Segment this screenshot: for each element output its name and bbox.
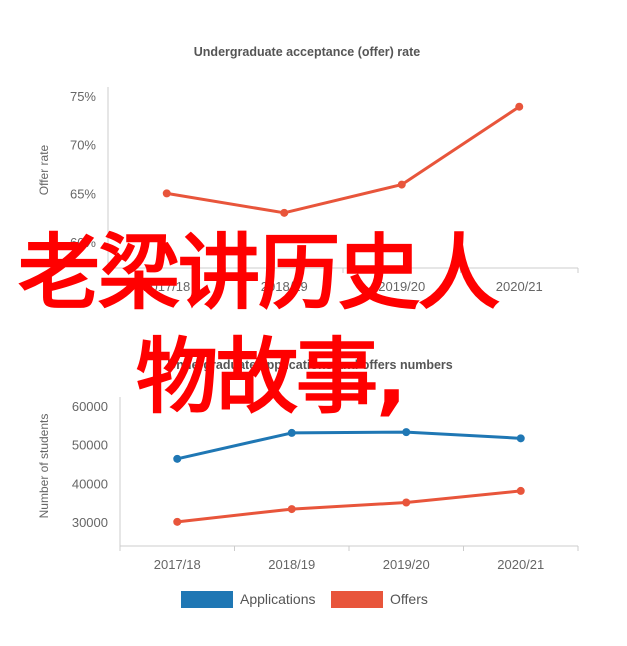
y-axis-label: Number of students <box>37 414 51 519</box>
data-point <box>402 498 411 507</box>
data-point <box>173 454 182 463</box>
x-tick-label: 2020/21 <box>496 279 543 294</box>
x-ticks: 2017/18 2018/19 2019/20 2020/21 <box>143 279 543 294</box>
series-layer <box>162 102 524 217</box>
y-tick-label: 30000 <box>72 515 108 530</box>
legend-swatch <box>181 591 233 608</box>
x-tick-label: 2020/21 <box>497 557 544 572</box>
y-tick-label: 60% <box>70 235 96 250</box>
series-line <box>176 430 521 461</box>
y-tick-label: 40000 <box>72 476 108 491</box>
applications-offers-chart: Undergraduate applications and offers nu… <box>37 358 579 608</box>
series-line <box>177 489 521 524</box>
chart-title: Undergraduate acceptance (offer) rate <box>194 45 421 59</box>
y-tick-label: 50000 <box>72 438 108 453</box>
y-axis-label: Offer rate <box>37 144 51 195</box>
x-tick-label: 2017/18 <box>143 279 190 294</box>
axes <box>107 87 579 273</box>
y-tick-label: 75% <box>70 89 96 104</box>
data-point <box>162 189 171 198</box>
data-point <box>397 180 406 189</box>
legend: Applications Offers <box>181 591 428 608</box>
x-tick-label: 2019/20 <box>383 557 430 572</box>
x-tick-label: 2018/19 <box>268 557 315 572</box>
acceptance-rate-chart: Undergraduate acceptance (offer) rate Of… <box>37 45 579 294</box>
data-point <box>287 428 296 437</box>
x-tick-label: 2019/20 <box>378 279 425 294</box>
series-line <box>166 105 521 215</box>
y-tick-label: 70% <box>70 138 96 153</box>
axes <box>119 397 579 551</box>
data-point <box>173 517 182 526</box>
data-point <box>515 102 524 111</box>
legend-swatch <box>331 591 383 608</box>
y-ticks: 30000 40000 50000 60000 <box>72 399 108 530</box>
data-point <box>287 505 296 514</box>
x-tick-label: 2017/18 <box>154 557 201 572</box>
data-point <box>516 434 525 443</box>
legend-label: Applications <box>240 591 316 607</box>
series-layer <box>173 428 525 526</box>
y-ticks: 60% 65% 70% 75% <box>70 89 96 250</box>
y-tick-label: 65% <box>70 186 96 201</box>
data-point <box>516 486 525 495</box>
data-point <box>280 208 289 217</box>
chart-title: Undergraduate applications and offers nu… <box>167 358 453 372</box>
x-ticks: 2017/18 2018/19 2019/20 2020/21 <box>154 557 545 572</box>
y-tick-label: 60000 <box>72 399 108 414</box>
data-point <box>402 428 411 437</box>
legend-label: Offers <box>390 591 428 607</box>
x-tick-label: 2018/19 <box>261 279 308 294</box>
